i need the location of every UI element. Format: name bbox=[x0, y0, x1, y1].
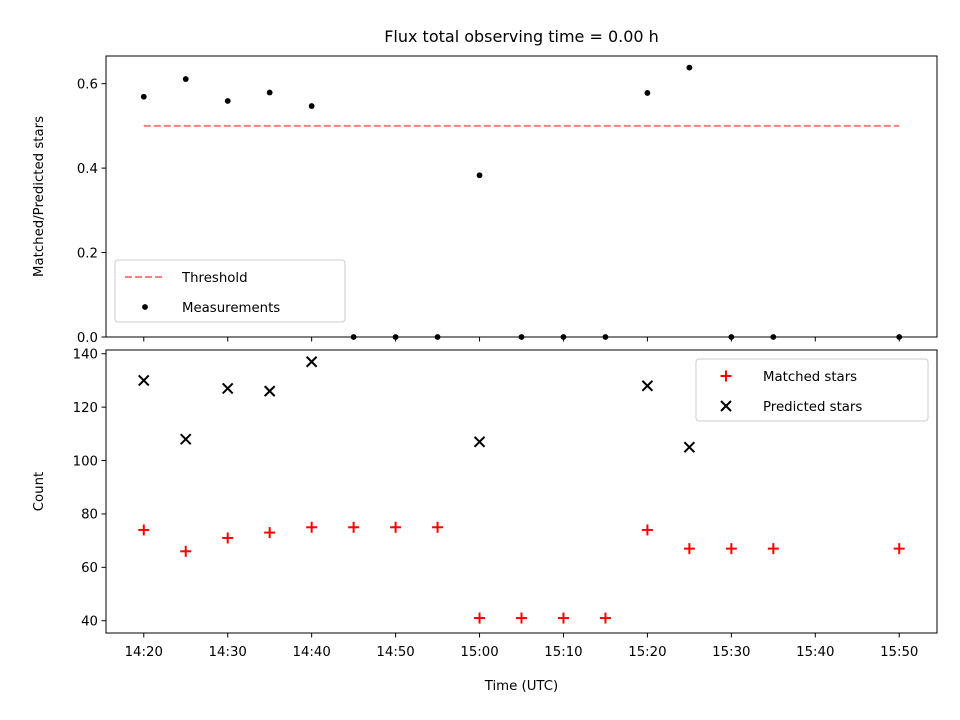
predicted-stars-point bbox=[683, 441, 696, 453]
bottom-y-tick-label: 100 bbox=[73, 454, 98, 469]
bottom-y-tick-label: 40 bbox=[81, 615, 98, 630]
x-tick-label: 14:40 bbox=[292, 645, 330, 660]
measurements-point bbox=[392, 334, 399, 340]
matched-stars-point bbox=[557, 612, 569, 624]
x-tick-label: 14:30 bbox=[209, 645, 247, 660]
measurements-point bbox=[182, 76, 189, 82]
matched-stars-point bbox=[767, 543, 779, 555]
top-legend-box bbox=[114, 259, 346, 323]
top-legend: Threshold Measurements bbox=[114, 259, 346, 323]
measurements-point bbox=[308, 103, 315, 109]
matched-stars-point bbox=[641, 524, 653, 536]
matched-stars-point bbox=[390, 521, 402, 533]
measurements-point bbox=[896, 334, 903, 340]
predicted-stars-point bbox=[222, 382, 234, 395]
measurements-legend-swatch bbox=[142, 304, 148, 310]
chart-title: Flux total observing time = 0.00 h bbox=[384, 27, 659, 46]
bottom-panel-count: 40 60 80 100 120 140 14:20 14:30 14:40 14:50 15:00… bbox=[32, 348, 938, 660]
x-tick-label: 15:20 bbox=[628, 645, 666, 660]
measurements-point bbox=[686, 64, 693, 71]
measurements-point bbox=[224, 98, 231, 104]
top-y-tick-label: 0.6 bbox=[77, 77, 98, 92]
predicted-stars-legend-label: Predicted stars bbox=[763, 400, 862, 415]
measurements-point bbox=[350, 334, 357, 340]
top-y-tick-label: 0.2 bbox=[77, 246, 98, 261]
x-tick-label: 14:50 bbox=[376, 645, 414, 660]
measurements-point bbox=[602, 334, 609, 340]
predicted-stars-point bbox=[305, 356, 318, 368]
x-tick-label: 15:00 bbox=[460, 645, 498, 660]
x-tick-label: 15:30 bbox=[712, 645, 750, 660]
bottom-y-tick-label: 80 bbox=[81, 508, 98, 523]
bottom-y-axis-label: Count bbox=[32, 472, 47, 512]
measurements-point bbox=[770, 334, 777, 340]
bottom-legend: Matched stars Predicted stars bbox=[695, 358, 929, 422]
predicted-stars-point bbox=[473, 436, 486, 448]
top-panel-ratio: 0.0 0.2 0.4 0.6 Matched/Predicted stars Thres… bbox=[32, 55, 938, 346]
bottom-y-tick-label: 140 bbox=[73, 348, 98, 363]
matched-stars-point bbox=[264, 527, 276, 539]
predicted-stars-point bbox=[263, 385, 276, 397]
matched-stars-point bbox=[306, 521, 318, 533]
matched-stars-point bbox=[599, 612, 611, 624]
matched-stars-point bbox=[516, 612, 527, 624]
top-y-axis-label: Matched/Predicted stars bbox=[32, 116, 47, 277]
measurements-point bbox=[518, 334, 525, 340]
matched-stars-point bbox=[348, 521, 360, 533]
threshold-legend-label: Threshold bbox=[181, 271, 248, 286]
matched-stars-legend-label: Matched stars bbox=[763, 370, 857, 385]
x-axis-label: Time (UTC) bbox=[484, 679, 559, 694]
measurements-point bbox=[728, 334, 735, 340]
matched-stars-point bbox=[474, 612, 486, 624]
measurements-point bbox=[434, 334, 441, 340]
predicted-stars-point bbox=[180, 433, 192, 445]
x-tick-label: 15:40 bbox=[796, 645, 834, 660]
matched-stars-point bbox=[222, 532, 234, 544]
measurements-point bbox=[560, 334, 567, 340]
x-tick-label: 15:10 bbox=[544, 645, 582, 660]
measurements-point bbox=[140, 93, 147, 100]
measurements-point bbox=[476, 172, 483, 179]
predicted-stars-point bbox=[641, 380, 654, 392]
measurements-point bbox=[644, 90, 651, 96]
bottom-plot-frame bbox=[105, 349, 938, 634]
bottom-y-tick-label: 60 bbox=[81, 561, 98, 576]
predicted-stars-point bbox=[138, 374, 150, 387]
top-y-tick-label: 0.4 bbox=[77, 162, 98, 177]
matched-stars-point bbox=[432, 521, 444, 533]
matched-stars-point bbox=[893, 543, 905, 555]
top-y-tick-label: 0.0 bbox=[77, 331, 98, 346]
matched-stars-point bbox=[683, 543, 695, 555]
measurements-legend-label: Measurements bbox=[182, 301, 280, 316]
matched-stars-legend-swatch bbox=[720, 370, 732, 382]
x-tick-label: 14:20 bbox=[125, 645, 163, 660]
measurements-point bbox=[266, 89, 273, 96]
x-tick-label: 15:50 bbox=[880, 645, 918, 660]
matched-stars-point bbox=[138, 524, 150, 536]
matched-stars-point bbox=[725, 543, 737, 555]
bottom-legend-box bbox=[695, 358, 929, 422]
predicted-stars-legend-swatch bbox=[720, 400, 732, 412]
matched-stars-point bbox=[180, 545, 192, 557]
bottom-y-tick-label: 120 bbox=[73, 401, 98, 416]
